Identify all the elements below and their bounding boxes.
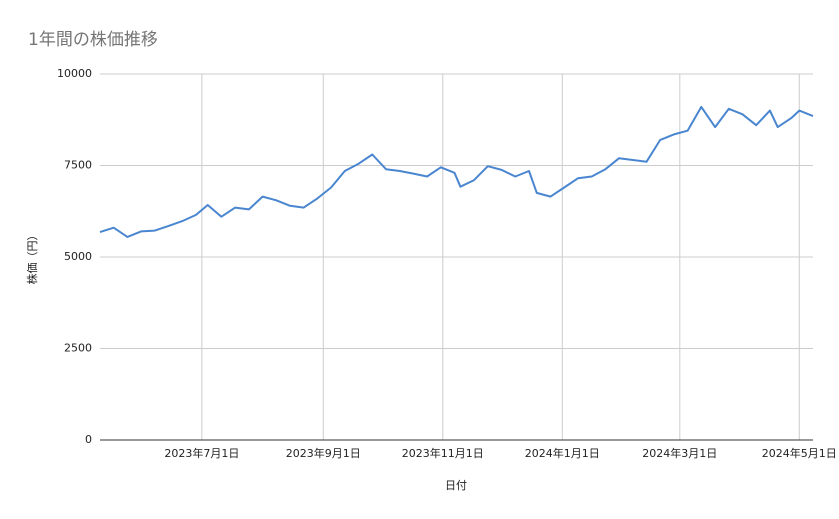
data-line (99, 105, 814, 238)
y-tick-label: 7500 (64, 159, 92, 172)
y-axis-title: 株価（円） (25, 230, 39, 285)
x-tick-label: 2023年7月1日 (164, 446, 239, 460)
x-tick-label: 2024年5月1日 (762, 446, 837, 460)
x-axis-title: 日付 (445, 479, 467, 492)
x-tick-label: 2023年11月1日 (402, 446, 484, 460)
y-tick-label: 2500 (64, 342, 92, 355)
chart-title: 1年間の株価推移 (28, 30, 158, 50)
x-tick-label: 2024年1月1日 (525, 446, 600, 460)
x-tick-label: 2023年9月1日 (286, 446, 361, 460)
y-tick-label: 0 (85, 433, 92, 446)
y-tick-label: 5000 (64, 250, 92, 263)
y-tick-label: 10000 (57, 67, 92, 80)
x-tick-label: 2024年3月1日 (642, 446, 717, 460)
